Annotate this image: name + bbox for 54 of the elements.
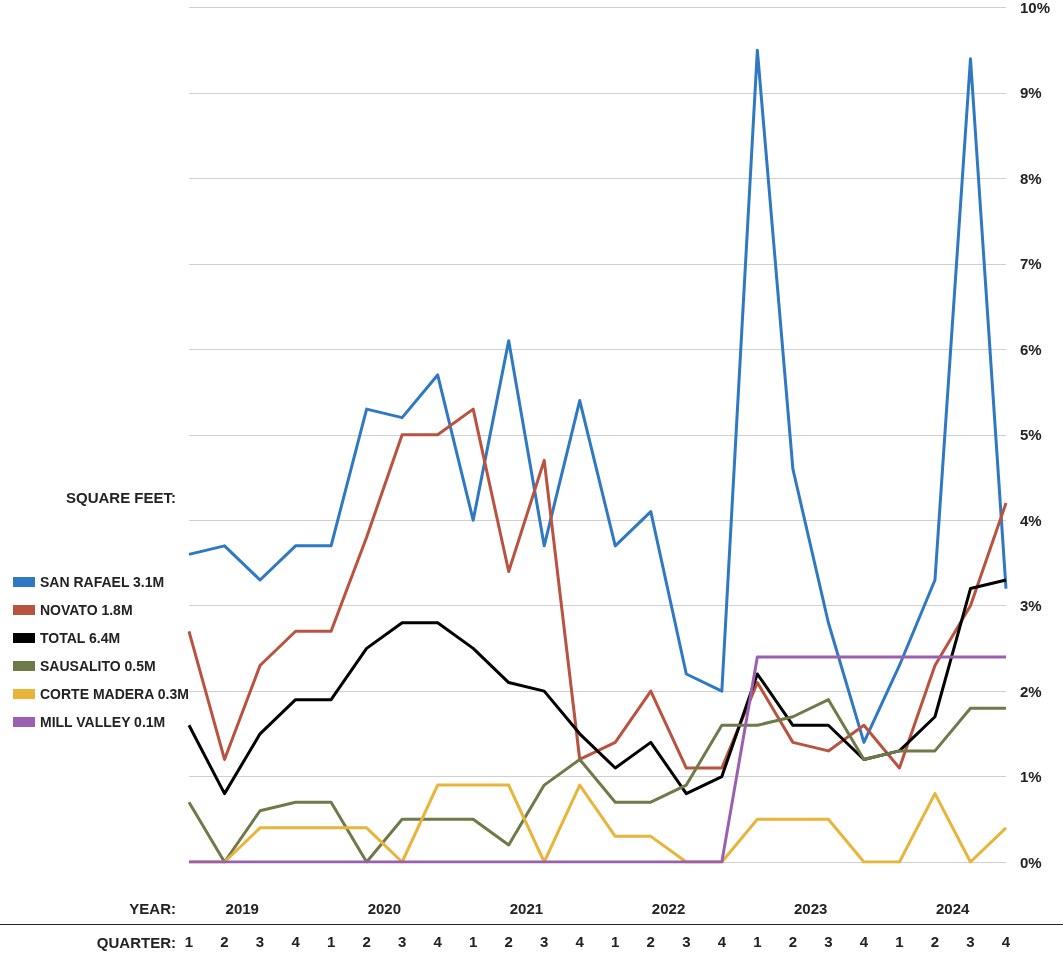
line-series [187,48,1008,744]
x-tick-label: 4 [433,933,443,950]
x-tick-label: 3 [397,933,407,950]
x-tick-label: 4 [291,933,301,950]
legend-label: SAN RAFAEL 3.1M [40,574,165,590]
x-tick-label: 4 [575,933,585,950]
text: 2021 [509,899,544,917]
y-tick-label: 1% [1020,768,1042,786]
x-tick-label: 1 [326,933,336,950]
y-tick-label: 7% [1020,255,1042,273]
legend-label: SAUSALITO 0.5M [40,658,156,674]
x-tick-label: 1 [753,933,762,950]
x-tick-label: 4 [859,933,869,950]
line-series [187,578,1008,796]
text: 2024 [936,899,971,917]
y-tick-label: 2% [1020,682,1042,700]
legend-label: TOTAL 6.4M [40,630,121,646]
text: 2022 [651,899,686,917]
y-tick-label: 9% [1020,84,1042,102]
y-tick-label: 3% [1020,597,1042,615]
x-tick-label: 2 [362,933,371,950]
x-tick-label: 3 [682,933,691,950]
x-tick-label: 1 [184,933,194,950]
x-tick-label: 4 [1001,933,1011,950]
x-tick-label: 4 [717,933,727,950]
x-tick-label: 3 [966,933,975,950]
x-tick-label: 2 [788,933,798,950]
y-tick-label: 6% [1020,340,1042,358]
x-tick-label: 1 [611,933,620,950]
x-tick-label: 1 [895,933,904,950]
x-axis-title: QUARTER: [96,933,176,951]
legend-label: MILL VALLEY 0.1M [40,714,166,730]
x-tick-label: 3 [824,933,833,950]
x-tick-label: 1 [469,933,478,950]
y-tick-label: 0% [1020,853,1042,871]
line-series [187,698,1008,864]
text: YEAR: [129,899,176,917]
y-tick-label: 5% [1020,426,1042,444]
x-tick-label: 2 [504,933,513,950]
legend-label: CORTE MADERA 0.3M [40,686,189,702]
x-tick-label: 2 [220,933,229,950]
x-tick-label: 2 [930,933,940,950]
text: 2019 [225,899,259,917]
y-tick-label: 8% [1020,169,1042,187]
y-tick-label: 4% [1020,511,1042,529]
x-tick-label: 3 [540,933,549,950]
text: 2020 [367,899,402,917]
legend-title: SQUARE FEET: [65,489,176,506]
x-tick-label: 2 [646,933,655,950]
legend-label: NOVATO 1.8M [40,602,133,618]
text: 2023 [793,899,828,917]
line-series [187,407,1008,770]
y-tick-label: 10% [1020,0,1051,16]
x-tick-label: 3 [255,933,265,950]
